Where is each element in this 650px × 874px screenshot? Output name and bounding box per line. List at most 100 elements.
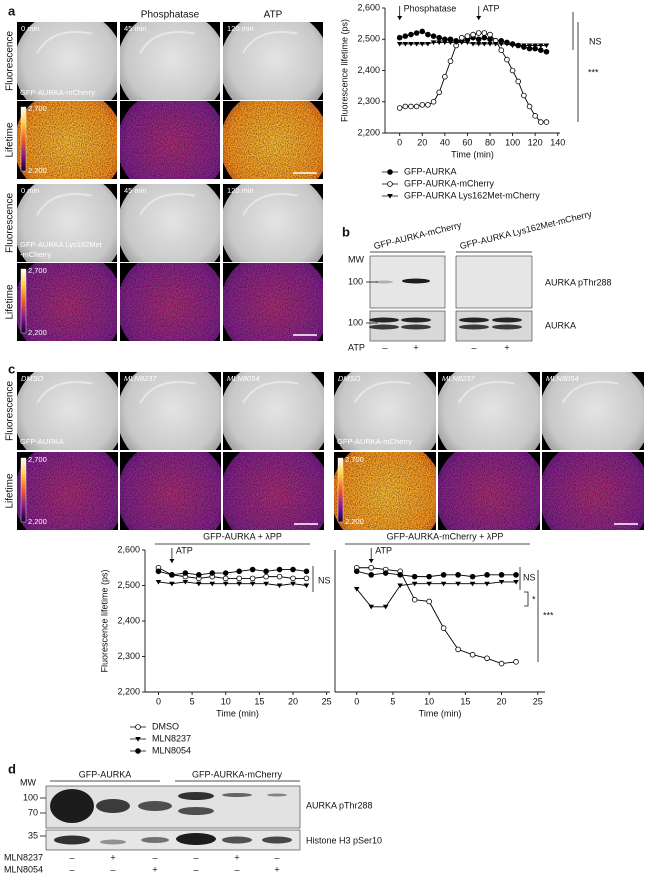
marker [413, 41, 420, 47]
marker [458, 34, 465, 41]
marker [426, 573, 432, 580]
marker [426, 598, 432, 605]
band [402, 278, 430, 284]
band [50, 789, 94, 823]
x-tick-label: 10 [424, 696, 434, 706]
blot-membrane [45, 829, 301, 851]
marker [509, 67, 516, 74]
treatment-sign: – [69, 852, 74, 862]
blot-row-label: AURKA [545, 320, 576, 330]
marker [263, 581, 269, 587]
micrograph: 2,700 2,200 [17, 452, 118, 530]
treatment-label: MLN8054 [546, 374, 579, 383]
marker [509, 43, 516, 49]
micrograph: MLN8054 [223, 372, 324, 450]
chart-title: GFP-AURKA-mCherry + λPP [387, 531, 504, 541]
colorbar-label: 2,200 [345, 517, 364, 526]
colorbar-label: 2,200 [28, 517, 47, 526]
specimen [223, 22, 323, 100]
specimen-texture [223, 101, 323, 179]
mw-label: 35 [28, 830, 38, 840]
treatment-label: MLN8054 [227, 374, 260, 383]
specimen-texture [17, 101, 117, 179]
x-tick-label: 140 [550, 137, 565, 147]
specimen-edge [242, 192, 299, 216]
y-tick-label: 2,300 [357, 96, 380, 106]
micrograph [223, 452, 324, 530]
marker [498, 660, 505, 667]
construct-label: GFP-AURKA-mCherry [20, 88, 95, 97]
marker [532, 113, 538, 119]
specimen [223, 184, 323, 262]
marker [481, 30, 488, 36]
marker [249, 581, 256, 587]
legend-marker [135, 724, 141, 730]
marker [484, 581, 490, 587]
micrograph [223, 101, 323, 179]
marker [408, 31, 414, 38]
series-line [158, 581, 307, 586]
marker [458, 40, 465, 45]
x-tick-label: 25 [322, 696, 332, 706]
marker [455, 581, 461, 587]
arrow-head [169, 559, 175, 563]
specimen-edge [242, 380, 299, 404]
treatment-label: MLN8237 [124, 374, 157, 383]
time-label: 120 min [227, 24, 254, 33]
specimen-texture [334, 452, 436, 530]
marker [396, 41, 403, 47]
marker [413, 103, 420, 110]
marker [382, 570, 389, 576]
marker [368, 604, 375, 610]
blot-lane-header: GFP-AURKA Lys162Met-mCherry [459, 209, 594, 252]
marker [402, 33, 409, 39]
specimen [542, 372, 644, 450]
treatment-sign: + [110, 852, 115, 862]
marker [155, 579, 162, 585]
blot-lane-header: GFP-AURKA [79, 769, 132, 779]
treatment-sign: + [274, 864, 279, 874]
x-tick-label: 0 [354, 696, 359, 706]
x-tick-label: 20 [417, 137, 427, 147]
band [141, 837, 169, 843]
colorbar-label: 2,200 [28, 166, 47, 175]
colorbar [20, 457, 27, 523]
marker [419, 102, 426, 108]
significance: NS [318, 575, 331, 585]
legend-label: GFP-AURKA-mCherry [404, 178, 495, 188]
legend-label: MLN8054 [152, 745, 191, 755]
marker [236, 568, 242, 575]
specimen-texture [120, 101, 220, 179]
specimen-edge [242, 30, 299, 54]
marker [504, 56, 510, 63]
band [369, 317, 399, 323]
marker [526, 43, 533, 49]
y-tick-label: 2,500 [117, 580, 140, 590]
x-tick-label: 20 [497, 696, 507, 706]
x-tick-label: 100 [505, 137, 520, 147]
marker [368, 572, 375, 578]
marker [484, 572, 490, 578]
marker [408, 41, 414, 47]
micrograph [120, 263, 220, 341]
specimen-texture [17, 263, 117, 341]
treatment-label: MLN8237 [442, 374, 475, 383]
marker [532, 43, 538, 49]
specimen [17, 184, 117, 262]
marker [436, 34, 442, 41]
specimen-edge [561, 380, 619, 404]
marker [543, 48, 550, 55]
annotation: ATP [483, 3, 500, 13]
marker [408, 103, 414, 110]
marker [411, 573, 418, 580]
chart-title: GFP-AURKA + λPP [203, 531, 282, 541]
treatment-sign: – [274, 852, 279, 862]
marker [442, 40, 448, 45]
specimen [17, 22, 117, 100]
column-header: Phosphatase [141, 10, 200, 21]
marker [455, 572, 461, 578]
marker [397, 572, 403, 578]
marker [543, 43, 550, 49]
specimen [17, 372, 118, 450]
treatment-sign: – [193, 864, 198, 874]
